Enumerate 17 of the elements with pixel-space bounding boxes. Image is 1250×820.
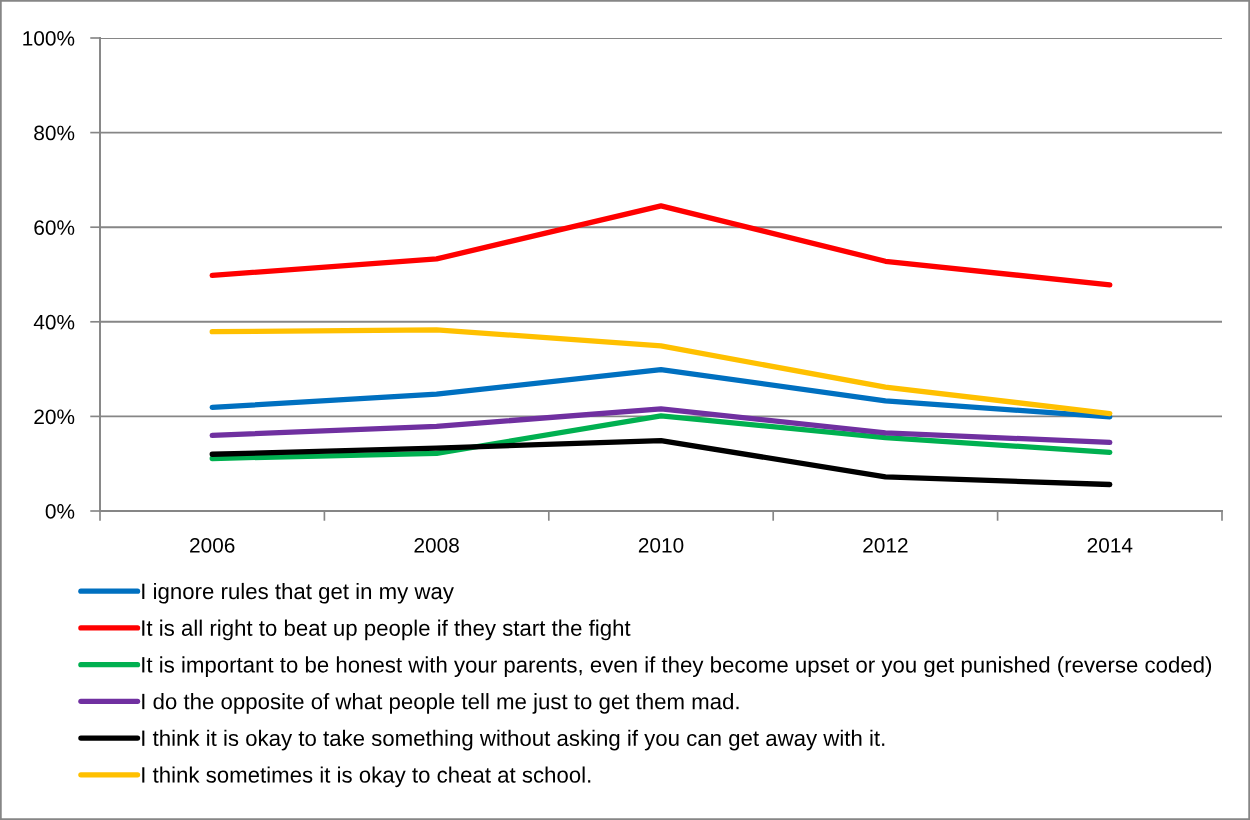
legend-label: It is important to be honest with your parents, even if they become upset or you get punished (reverse coded): [142, 656, 1212, 678]
legend-label: I ignore rules that get in my way: [142, 582, 454, 604]
y-tick-label: 80%: [34, 125, 75, 141]
x-tick-label: 2006: [190, 537, 235, 553]
legend-label: I do the opposite of what people tell me just to get them mad.: [142, 693, 739, 714]
x-tick-label: 2010: [638, 537, 684, 553]
legend-label: I think it is okay to take something without asking if you can get away with it.: [142, 729, 885, 751]
legend-label: It is all right to beat up people if they start the fight: [142, 619, 631, 641]
x-tick-label: 2014: [1087, 537, 1133, 553]
y-tick-label: 60%: [34, 220, 75, 235]
x-tick-label: 2008: [414, 537, 459, 553]
x-tick-label: 2012: [863, 537, 908, 553]
y-tick-label: 0%: [45, 504, 75, 519]
y-tick-label: 100%: [23, 31, 75, 46]
y-tick-label: 40%: [33, 314, 75, 330]
legend-label: I think sometimes it is okay to cheat at school.: [142, 766, 591, 788]
y-tick-label: 20%: [34, 409, 75, 425]
